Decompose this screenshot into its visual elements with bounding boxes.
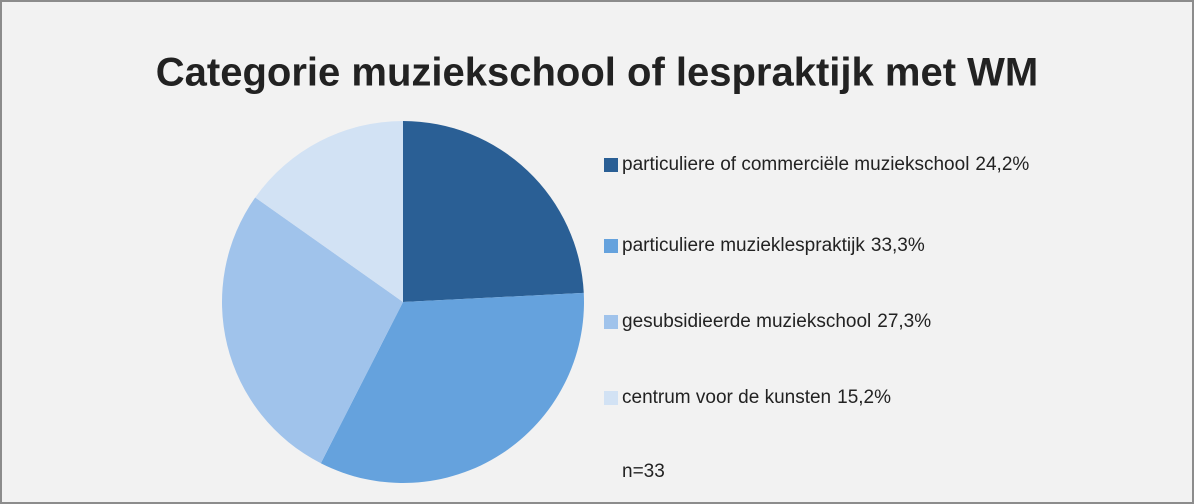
legend-category: gesubsidieerde muziekschool <box>622 311 871 332</box>
legend-label: particuliere muzieklespraktijk 33,3% <box>622 235 925 256</box>
legend-value: 24,2% <box>975 154 1029 175</box>
chart-title: Categorie muziekschool of lespraktijk me… <box>156 51 1038 95</box>
legend-label: gesubsidieerde muziekschool 27,3% <box>622 311 931 332</box>
legend-category: centrum voor de kunsten <box>622 387 831 408</box>
legend-value: 27,3% <box>877 311 931 332</box>
legend-value: 15,2% <box>837 387 891 408</box>
legend-value: 33,3% <box>871 235 925 256</box>
note: n=33 <box>622 461 665 482</box>
legend-swatch <box>604 391 618 405</box>
legend-category: particuliere of commerciële muziekschool <box>622 154 969 175</box>
legend-swatch <box>604 239 618 253</box>
pie-slice <box>255 121 403 302</box>
pie-slice <box>403 121 584 302</box>
pie-slice <box>320 292 584 484</box>
pie-slice <box>221 197 403 464</box>
legend-swatch <box>604 158 618 172</box>
legend-swatch <box>604 315 618 329</box>
legend-category: particuliere muzieklespraktijk <box>622 235 865 256</box>
legend-label: centrum voor de kunsten 15,2% <box>622 387 891 408</box>
legend-label: particuliere of commerciële muziekschool… <box>622 154 1029 175</box>
